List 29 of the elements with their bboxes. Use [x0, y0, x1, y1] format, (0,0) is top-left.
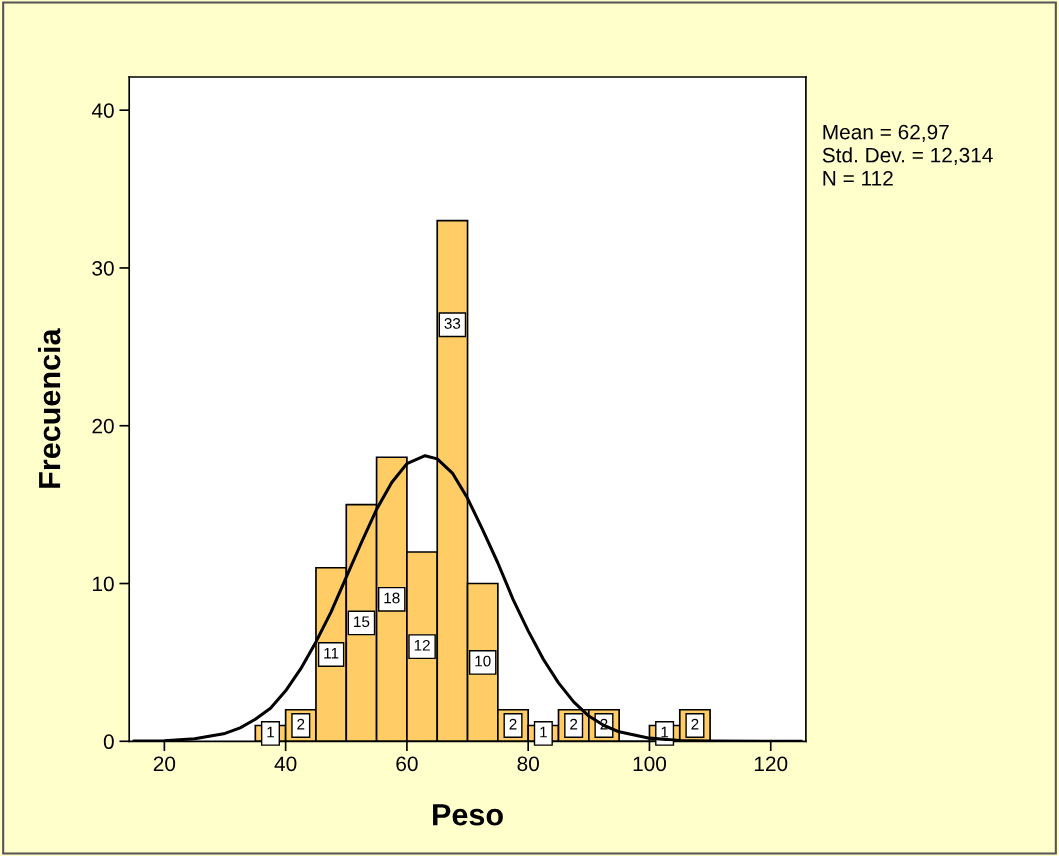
y-tick-label: 30	[92, 260, 114, 276]
data-label: 10	[475, 655, 491, 667]
y-tick-label: 0	[103, 734, 114, 750]
text: N = 112	[823, 170, 893, 186]
data-label: 2	[570, 718, 578, 730]
data-label: 1	[661, 726, 669, 738]
data-label: 2	[297, 718, 305, 730]
x-tick-label: 60	[396, 756, 418, 772]
data-label: 11	[324, 647, 339, 659]
y-tick-label: 40	[91, 103, 114, 118]
x-tick-label: 120	[754, 756, 788, 772]
data-label: 2	[691, 718, 699, 730]
data-label: 2	[509, 718, 517, 730]
x-tick-label: 20	[153, 756, 176, 772]
text: Std. Dev. = 12,314	[822, 147, 993, 165]
x-tick-label: 40	[274, 756, 297, 772]
text: Mean = 62,97	[823, 124, 949, 142]
y-axis-title: Frecuencia	[37, 328, 61, 488]
x-tick-label: 100	[633, 756, 667, 772]
data-label: 1	[540, 726, 547, 738]
data-label: 1	[267, 726, 274, 738]
data-label: 33	[444, 318, 461, 329]
y-tick-label: 10	[93, 576, 114, 592]
data-label: 15	[354, 616, 370, 628]
data-label: 18	[384, 592, 400, 604]
y-tick-label: 20	[92, 418, 114, 434]
x-axis-title: Peso	[433, 804, 503, 826]
x-tick-label: 80	[517, 756, 539, 772]
data-label: 12	[414, 639, 430, 651]
